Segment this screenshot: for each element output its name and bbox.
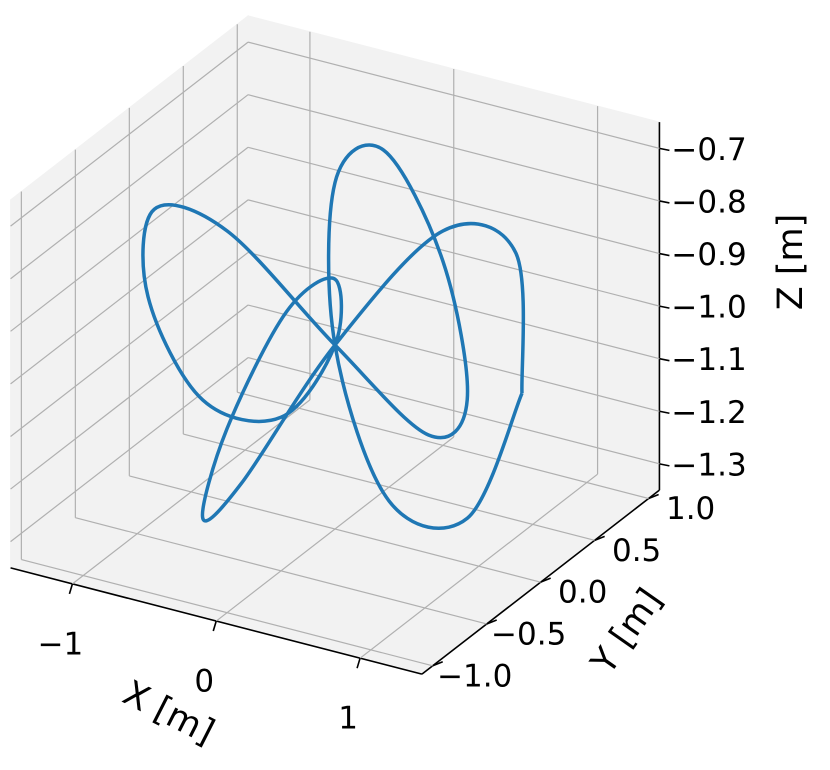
y-tick-label: −0.5	[491, 616, 566, 652]
grid-line	[75, 517, 487, 625]
grid-line	[247, 357, 660, 465]
grid-line	[247, 94, 660, 202]
grid-line	[183, 433, 595, 541]
z-tick-label: −0.9	[671, 237, 746, 273]
tick-mark	[659, 410, 670, 415]
z-tick-label: −0.7	[671, 132, 746, 168]
grid-line	[247, 146, 660, 255]
tick-mark	[68, 583, 74, 595]
tick-mark	[659, 305, 670, 309]
y-tick-label: 0.5	[612, 533, 661, 569]
tick-mark	[659, 200, 670, 204]
tick-mark	[356, 657, 361, 669]
grid-line	[10, 357, 249, 543]
tick-mark	[648, 493, 659, 500]
y-tick-label: −1.0	[437, 658, 512, 694]
grid-line	[10, 199, 249, 385]
grid-line	[247, 304, 660, 412]
z-tick-label: −1.2	[671, 395, 746, 431]
curve	[141, 143, 526, 530]
y-tick-label: 1.0	[666, 491, 715, 527]
z-tick-label: −1.0	[671, 290, 746, 326]
tick-mark	[594, 535, 605, 542]
grid-line	[129, 475, 541, 583]
z-axis-title: Z [m]	[771, 214, 811, 311]
tick-mark	[212, 620, 218, 632]
grid-line	[10, 251, 249, 437]
grid-line	[247, 199, 660, 307]
tick-mark	[486, 619, 497, 625]
tick-mark	[432, 661, 444, 667]
z-tick-label: −0.8	[671, 184, 746, 220]
x-tick-label: −1	[38, 626, 84, 662]
y-tick-label: 0.0	[558, 575, 607, 611]
tick-mark	[659, 463, 670, 467]
grid-line	[21, 558, 433, 667]
tick-mark	[659, 147, 670, 152]
grid-line	[10, 41, 249, 227]
x-tick-label: 1	[338, 701, 358, 737]
grid-line	[10, 94, 249, 280]
grid-line	[10, 304, 249, 490]
tick-mark	[659, 252, 670, 257]
x-tick-label: 0	[194, 664, 214, 700]
grid-line	[237, 391, 649, 500]
tick-mark	[540, 577, 551, 583]
z-tick-label: −1.3	[671, 447, 746, 483]
z-tick-label: −1.1	[671, 342, 746, 378]
grid-line	[10, 146, 249, 332]
grid-line	[247, 41, 660, 149]
tick-mark	[659, 357, 670, 362]
